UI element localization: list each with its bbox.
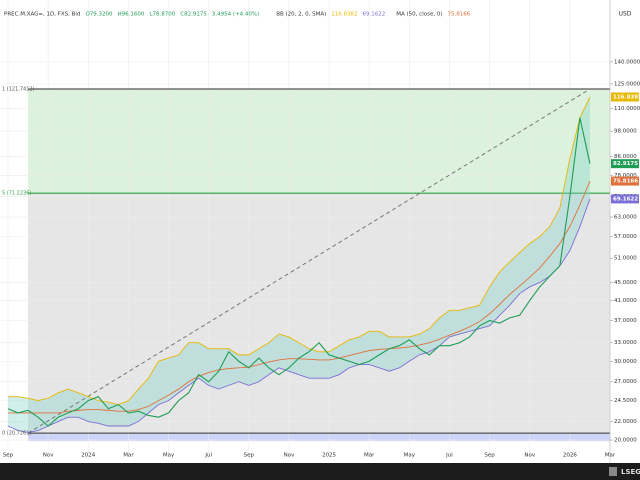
band-fill — [8, 97, 590, 433]
y-tick-label: 63.0000 — [614, 215, 637, 221]
indicator-value: 75.8166 — [448, 12, 471, 18]
legend-title: PREC.M.XAG=, 1D, FXS, Bid — [4, 12, 80, 18]
y-tick-label: 110.0000 — [614, 106, 640, 112]
ohlc-value: O79.3200 — [85, 12, 113, 18]
series-line — [8, 96, 591, 406]
y-tick-label: 33.0000 — [614, 340, 637, 346]
y-tick-label: 45.0000 — [614, 280, 637, 286]
y-tick-label: 51.0000 — [614, 256, 637, 262]
x-tick-label: Jul — [204, 453, 212, 459]
price-tag-label: 82.9175 — [613, 161, 638, 167]
x-tick-label: Nov — [524, 453, 535, 459]
y-tick-label: 125.0000 — [614, 81, 640, 87]
y-tick-label: 20.0000 — [614, 438, 637, 444]
currency: USD — [619, 11, 632, 18]
price-tag — [611, 159, 639, 169]
x-tick-label: May — [404, 453, 416, 459]
x-tick-label: May — [163, 453, 175, 459]
ohlc-value: 3.4954 (+4.40%) — [212, 12, 259, 18]
footer-bar — [0, 463, 640, 480]
x-tick-label: Mar — [364, 453, 375, 459]
x-tick-label: Sep — [3, 453, 14, 459]
price-tag-label: 116.8382 — [613, 95, 640, 101]
indicator-value: 116.8382 — [331, 12, 357, 18]
y-tick-label: 30.0000 — [614, 359, 637, 365]
x-tick-label: 2024 — [81, 453, 95, 459]
price-tag-label: 75.8166 — [613, 179, 638, 185]
y-tick-label: 27.0000 — [614, 379, 637, 385]
indicator-label: BB (20, 2, 0, SMA) — [276, 12, 326, 18]
trend-line — [27, 88, 591, 434]
x-tick-label: Nov — [43, 453, 54, 459]
x-tick-label: Sep — [244, 453, 255, 459]
ohlc-value: L78.8700 — [149, 12, 175, 18]
x-tick-label: Nov — [284, 453, 295, 459]
ohlc-value: C82.9175 — [180, 12, 207, 18]
price-tag-label: 69.1622 — [613, 196, 638, 202]
x-tick-label: Jul — [445, 453, 453, 459]
level-zone — [28, 89, 611, 194]
y-tick-label: 57.0000 — [614, 234, 637, 240]
y-tick-label: 22.0000 — [614, 419, 637, 425]
ohlc-value: H96.1600 — [118, 12, 145, 18]
level-zone — [28, 433, 611, 442]
x-tick-label: Mar — [123, 453, 134, 459]
y-tick-label: 41.0000 — [614, 298, 637, 304]
brand: LSEG — [609, 467, 640, 476]
y-tick-label: 24.5000 — [614, 398, 637, 404]
series-line — [7, 117, 591, 427]
indicator-value: 69.1622 — [363, 12, 386, 18]
brand-name: LSEG — [621, 468, 640, 476]
series-line — [7, 198, 591, 433]
level-zone — [28, 193, 611, 434]
y-tick-label: 37.0000 — [614, 318, 637, 324]
brand-icon — [609, 467, 617, 476]
y-tick-label: 78.0000 — [614, 173, 637, 179]
price-tag — [611, 176, 639, 186]
indicator-label: MA (50, close, 0) — [396, 12, 442, 18]
y-tick-label: 86.0000 — [614, 154, 637, 160]
x-tick-label: 2025 — [322, 453, 336, 459]
level-label: 1 (121.7412) — [2, 87, 35, 93]
x-tick-label: 2026 — [563, 453, 577, 459]
y-tick-label: 98.0000 — [614, 129, 637, 135]
price-tag — [611, 194, 639, 204]
price-tag — [611, 92, 639, 102]
x-tick-label: Mar — [605, 453, 616, 459]
y-tick-label: 140.0000 — [614, 59, 640, 65]
plot-area — [0, 0, 611, 458]
x-tick-label: Sep — [484, 453, 495, 459]
level-label: 5 (71.2236) — [2, 191, 31, 197]
level-label: 0 (20.7261) — [2, 431, 31, 437]
